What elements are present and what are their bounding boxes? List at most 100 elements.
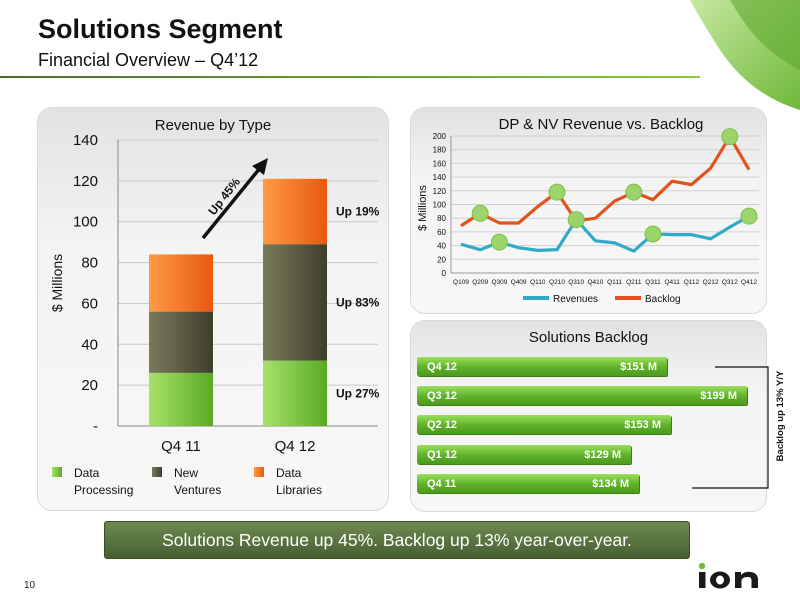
line-x-tick-label: Q110	[530, 279, 546, 286]
backlog-bar: Q4 11 $134 M	[417, 474, 639, 493]
line-y-tick-label: 120	[433, 187, 447, 196]
line-legend-label: Revenues	[553, 294, 598, 305]
y-tick-label: -	[93, 418, 98, 435]
backlog-bar-label: Q4 11	[427, 477, 457, 490]
backlog-growth-bracket: Backlog up 13% Y/Y	[775, 370, 786, 461]
legend-label: Libraries	[276, 483, 322, 497]
backlog-bar: Q2 12 $153 M	[417, 415, 671, 434]
backlog-line	[460, 135, 751, 228]
backlog-bar-label: Q2 12	[427, 418, 457, 431]
backlog-bar: Q3 12 $199 M	[417, 386, 747, 405]
bar-data-processing	[263, 360, 327, 426]
legend-label: Data	[276, 466, 302, 480]
bar-new-ventures	[263, 244, 327, 361]
bar-new-ventures	[149, 311, 213, 373]
backlog-bar-label: Q1 12	[427, 448, 457, 461]
line-x-tick-label: Q312	[722, 279, 738, 286]
line-x-tick-label: Q212	[703, 279, 719, 286]
line-y-tick-label: 20	[437, 255, 446, 264]
line-y-tick-label: 200	[433, 132, 447, 141]
line-x-tick-label: Q210	[549, 279, 565, 286]
highlight-marker	[721, 128, 739, 146]
solutions-backlog-title: Solutions Backlog	[528, 329, 649, 346]
legend-label: Processing	[74, 483, 133, 497]
highlight-marker	[625, 183, 643, 201]
line-y-tick-label: 100	[433, 201, 447, 210]
highlight-marker	[740, 207, 758, 225]
segment-change-label: Up 19%	[336, 205, 380, 219]
line-x-tick-label: Q411	[664, 279, 680, 286]
line-y-tick-label: 180	[433, 146, 447, 155]
y-tick-label: 40	[81, 336, 98, 353]
legend-label: Data	[74, 466, 100, 480]
line-chart-title: DP & NV Revenue vs. Backlog	[499, 116, 704, 133]
line-y-tick-label: 0	[442, 269, 447, 278]
line-x-tick-label: Q111	[607, 279, 622, 286]
y-tick-label: 20	[81, 377, 98, 394]
y-axis-label: $ Millions	[49, 254, 65, 312]
highlight-marker	[471, 204, 489, 222]
page-title: Solutions Segment	[38, 14, 283, 44]
line-y-tick-label: 160	[433, 159, 447, 168]
page-number: 10	[24, 580, 36, 591]
bar-data-libraries	[263, 178, 327, 245]
line-y-tick-label: 140	[433, 173, 447, 182]
corner-decoration	[690, 0, 800, 110]
highlight-marker	[567, 211, 585, 229]
line-y-tick-label: 60	[437, 228, 446, 237]
line-x-tick-label: Q211	[626, 279, 642, 286]
backlog-bar-value: $134 M	[592, 477, 629, 490]
y-tick-label: 140	[73, 132, 98, 149]
y-tick-label: 80	[81, 255, 98, 272]
growth-arrow-head	[252, 158, 268, 175]
line-x-tick-label: Q311	[645, 279, 661, 286]
segment-change-label: Up 27%	[336, 386, 380, 400]
line-y-tick-label: 40	[437, 242, 446, 251]
line-x-tick-label: Q410	[587, 279, 603, 286]
backlog-bar: Q4 12 $151 M	[417, 357, 667, 376]
legend-label: New	[174, 466, 198, 480]
backlog-growth-label: Backlog up 13% Y/Y	[775, 370, 786, 461]
page-subtitle: Financial Overview – Q4’12	[38, 50, 259, 70]
highlight-marker	[644, 225, 662, 243]
backlog-bar: Q1 12 $129 M	[417, 445, 631, 464]
line-x-tick-label: Q109	[453, 279, 469, 286]
revenue-vs-backlog-panel: DP & NV Revenue vs. Backlog $ Millions 0 20…	[411, 108, 766, 313]
backlog-bar-label: Q4 12	[427, 360, 457, 373]
legend-swatch	[52, 467, 62, 477]
line-y-tick-label: 80	[437, 214, 446, 223]
bar-data-processing	[149, 372, 213, 426]
x-tick-label: Q4 12	[275, 438, 316, 455]
line-y-axis-label: $ Millions	[417, 185, 429, 231]
line-x-tick-label: Q409	[511, 279, 527, 286]
revenues-line	[460, 214, 750, 253]
growth-arrow-shaft	[201, 166, 262, 240]
x-tick-label: Q4 11	[161, 438, 201, 455]
y-tick-label: 60	[81, 295, 98, 312]
line-x-tick-label: Q112	[684, 279, 700, 286]
line-legend-label: Backlog	[645, 294, 681, 305]
highlight-marker	[548, 183, 566, 201]
backlog-bar-value: $199 M	[700, 389, 737, 402]
solutions-backlog-panel: Solutions Backlog Q4 12 $151 M Q3 12 $199 M…	[411, 321, 766, 511]
bar-data-libraries	[149, 254, 213, 312]
highlight-marker	[490, 233, 508, 251]
revenue-by-type-title: Revenue by Type	[155, 117, 271, 134]
line-x-tick-label: Q309	[491, 279, 507, 286]
y-tick-label: 120	[73, 173, 98, 190]
title-underline	[0, 76, 700, 78]
ion-logo	[698, 562, 758, 589]
line-x-tick-label: Q412	[741, 279, 757, 286]
legend-swatch	[152, 467, 162, 477]
backlog-bar-value: $129 M	[584, 448, 621, 461]
line-x-tick-label: Q209	[472, 279, 488, 286]
revenue-by-type-panel: Revenue by Type $ Millions - 20 40 60 80 100 120…	[38, 108, 388, 510]
summary-banner: Solutions Revenue up 45%. Backlog up 13%…	[104, 521, 690, 559]
segment-change-label: Up 83%	[336, 295, 380, 309]
revenue-vs-backlog-chart: DP & NV Revenue vs. Backlog $ Millions 0 20…	[417, 116, 759, 305]
line-x-tick-label: Q310	[568, 279, 584, 286]
legend-swatch	[254, 467, 264, 477]
legend-label: Ventures	[174, 483, 221, 497]
y-tick-label: 100	[73, 214, 98, 231]
backlog-bar-value: $151 M	[620, 360, 657, 373]
